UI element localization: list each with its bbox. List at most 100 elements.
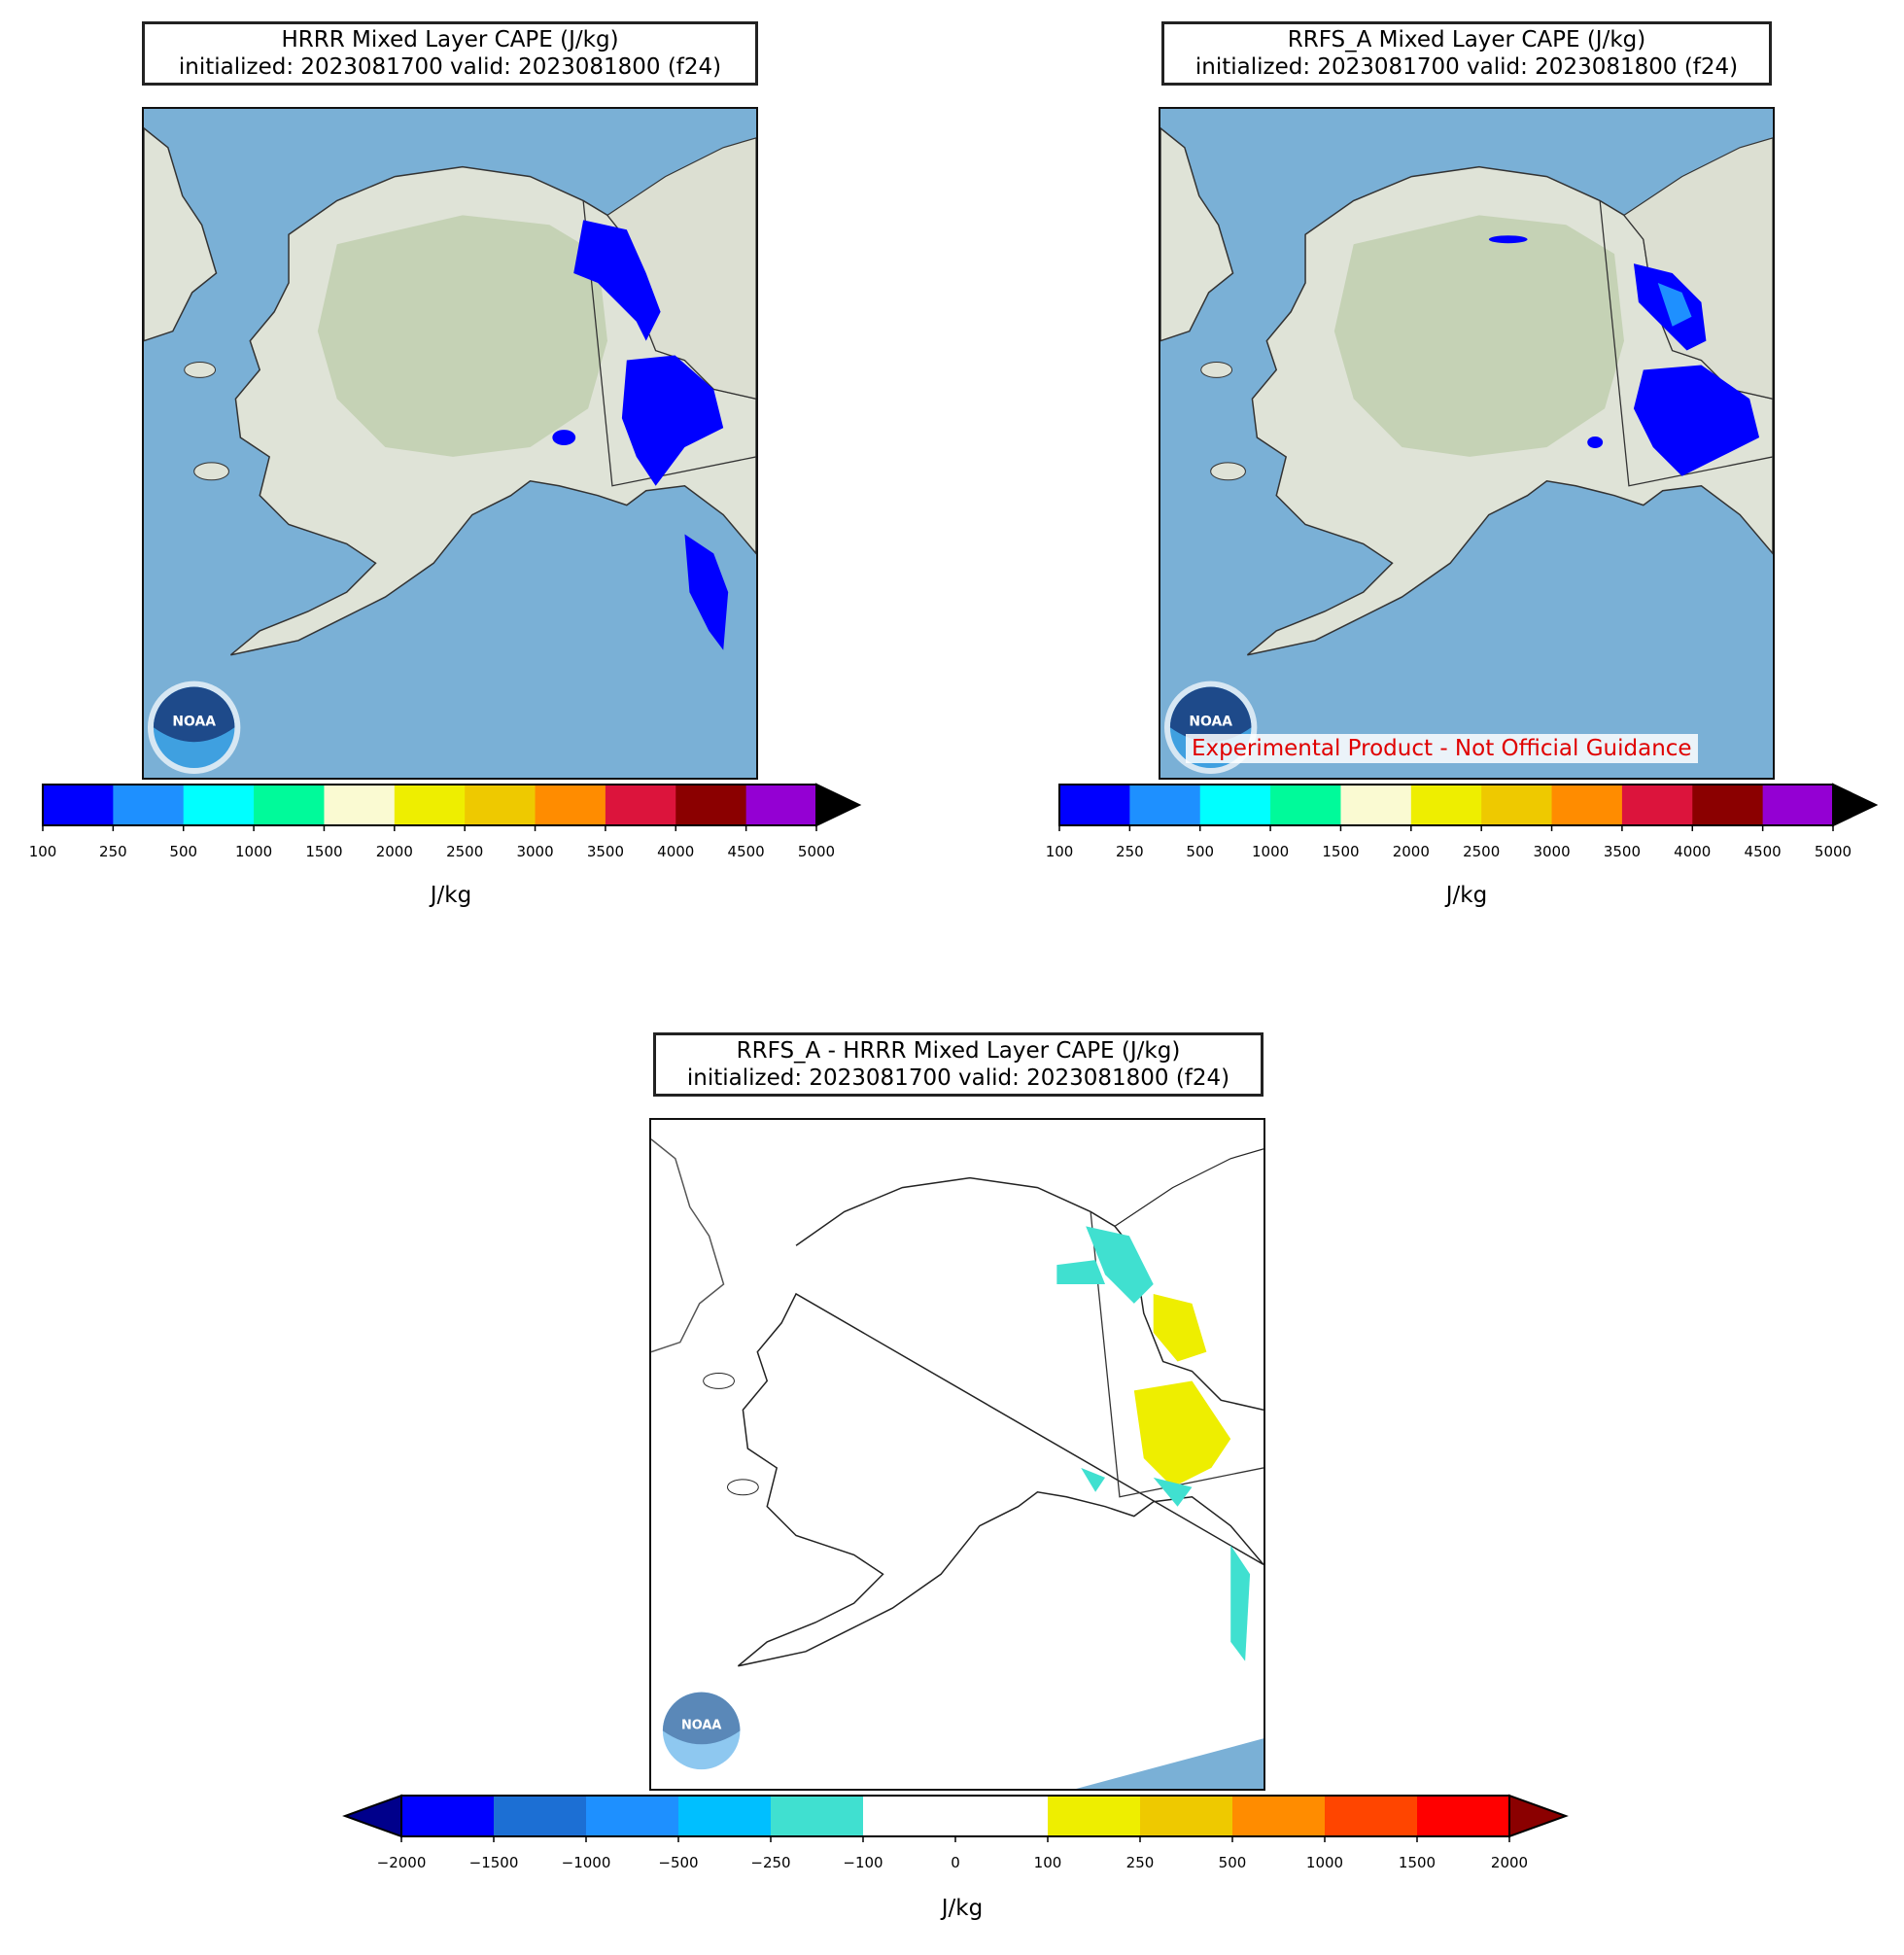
colorbar-tick-label: 4000 — [1674, 843, 1711, 860]
diff-colorbar-unit: J/kg — [941, 1896, 984, 1921]
colorbar-tick-label: 2000 — [1491, 1854, 1528, 1871]
hrrr-panel: HRRR Mixed Layer CAPE (J/kg) initialized… — [0, 0, 952, 933]
diff-negative — [1153, 1477, 1193, 1507]
colorbar-tick-label: 3500 — [587, 843, 624, 860]
cape-blobs — [1633, 365, 1760, 476]
colorbar-swatch — [43, 785, 114, 825]
colorbar-extend-high — [1832, 783, 1879, 827]
diff-positive — [1153, 1293, 1207, 1362]
cape-blobs — [1587, 436, 1604, 448]
colorbar-tick-label: −2000 — [377, 1854, 427, 1871]
colorbar-swatch — [1481, 785, 1553, 825]
ocean-sliver — [1076, 1738, 1264, 1789]
yukon-border — [1090, 1211, 1264, 1498]
colorbar-tick-label: 3000 — [516, 843, 553, 860]
colorbar-extend-high — [815, 783, 862, 827]
colorbar-swatch — [1417, 1796, 1510, 1836]
cape-blobs — [552, 430, 576, 445]
colorbar-swatch — [1762, 785, 1834, 825]
diff-title-line1: RRFS_A - HRRR Mixed Layer CAPE (J/kg) — [736, 1038, 1181, 1064]
colorbar-tick-label: −1500 — [469, 1854, 519, 1871]
colorbar-tick-label: 2000 — [376, 843, 413, 860]
diff-title-line2: initialized: 2023081700 valid: 202308180… — [686, 1065, 1230, 1091]
island — [703, 1372, 735, 1389]
colorbar-tick-label: 500 — [169, 843, 197, 860]
colorbar-swatch — [1340, 785, 1412, 825]
colorbar-swatch — [955, 1796, 1049, 1836]
diff-negative — [1081, 1467, 1106, 1492]
colorbar-swatch — [675, 785, 747, 825]
diff-negative — [1230, 1545, 1251, 1661]
colorbar-swatch — [1140, 1796, 1233, 1836]
colorbar-tick-label: 2500 — [1463, 843, 1500, 860]
colorbar-tick-label: −100 — [843, 1854, 883, 1871]
diff-positive — [1133, 1380, 1231, 1487]
rrfs-title: RRFS_A Mixed Layer CAPE (J/kg) initializ… — [1161, 21, 1772, 86]
colorbar-swatch — [1270, 785, 1341, 825]
colorbar-tick-label: 1500 — [305, 843, 342, 860]
colorbar-swatch — [1551, 785, 1623, 825]
colorbar-swatch — [1325, 1796, 1418, 1836]
colorbar-swatch — [745, 785, 817, 825]
colorbar-tick-label: 0 — [951, 1854, 960, 1871]
colorbar-tick-label: 2000 — [1393, 843, 1430, 860]
hrrr-colorbar-unit: J/kg — [430, 883, 472, 908]
hrrr-colorbar: 100 250 500 1000 1500 2000 2500 3000 3500 4000 450… — [29, 783, 898, 882]
colorbar-swatch — [1048, 1796, 1141, 1836]
experimental-disclaimer: Experimental Product - Not Official Guid… — [1186, 734, 1698, 763]
colorbar-extend-low — [342, 1794, 402, 1838]
colorbar-tick-label: 250 — [1116, 843, 1144, 860]
colorbar-tick-label: 1000 — [1306, 1854, 1343, 1871]
colorbar-tick-label: 500 — [1219, 1854, 1247, 1871]
island — [193, 462, 229, 481]
colorbar-tick-label: 5000 — [1815, 843, 1852, 860]
colorbar-swatch — [1232, 1796, 1326, 1836]
siberia-land — [1160, 126, 1234, 342]
svg-text:NOAA: NOAA — [172, 714, 216, 729]
siberia-outline — [651, 1138, 725, 1353]
colorbar-swatch — [771, 1796, 864, 1836]
colorbar-tick-label: −1000 — [562, 1854, 611, 1871]
rrfs-title-line1: RRFS_A Mixed Layer CAPE (J/kg) — [1287, 27, 1646, 52]
cape-blobs — [621, 355, 724, 486]
diff-map: NOAA — [649, 1118, 1265, 1791]
colorbar-tick-label: 100 — [1046, 843, 1074, 860]
rrfs-map: NOAA — [1159, 107, 1775, 780]
diff-title: RRFS_A - HRRR Mixed Layer CAPE (J/kg) in… — [653, 1032, 1264, 1097]
noaa-logo-icon: NOAA — [656, 1686, 746, 1776]
diff-negative — [1056, 1260, 1106, 1285]
colorbar-tick-label: 5000 — [798, 843, 835, 860]
hrrr-title-line2: initialized: 2023081700 valid: 202308180… — [178, 54, 722, 80]
colorbar-tick-label: 2500 — [446, 843, 483, 860]
colorbar-swatch — [535, 785, 606, 825]
colorbar-swatch — [254, 785, 325, 825]
colorbar-tick-label: 250 — [1126, 1854, 1155, 1871]
colorbar-swatch — [324, 785, 396, 825]
colorbar-swatch — [1410, 785, 1482, 825]
colorbar-tick-label: 500 — [1186, 843, 1214, 860]
colorbar-tick-label: 4000 — [657, 843, 694, 860]
hrrr-title-line1: HRRR Mixed Layer CAPE (J/kg) — [281, 27, 619, 52]
colorbar-tick-label: 4500 — [1745, 843, 1782, 860]
cape-blobs — [1657, 282, 1692, 327]
cape-blobs — [1488, 235, 1528, 244]
colorbar-tick-label: 1500 — [1322, 843, 1359, 860]
siberia-land — [144, 126, 218, 342]
colorbar-swatch — [401, 1796, 495, 1836]
island — [1210, 462, 1246, 481]
colorbar-extend-high — [1508, 1794, 1569, 1838]
island — [727, 1479, 759, 1496]
colorbar-swatch — [183, 785, 255, 825]
diff-colorbar: −2000 −1500 −1000 −500 −250 −100 0 100 250 500 100… — [342, 1794, 1579, 1893]
colorbar-swatch — [113, 785, 185, 825]
yukon-border — [582, 200, 756, 487]
svg-text:NOAA: NOAA — [1189, 714, 1232, 729]
alaska-green — [1333, 215, 1624, 457]
colorbar-tick-label: 1000 — [235, 843, 272, 860]
colorbar-tick-label: 1500 — [1399, 1854, 1436, 1871]
rrfs-title-line2: initialized: 2023081700 valid: 202308180… — [1194, 54, 1739, 80]
colorbar-tick-label: 1000 — [1252, 843, 1289, 860]
colorbar-tick-label: 250 — [99, 843, 127, 860]
colorbar-tick-label: 100 — [1034, 1854, 1062, 1871]
alaska-outline — [737, 1176, 1264, 1667]
